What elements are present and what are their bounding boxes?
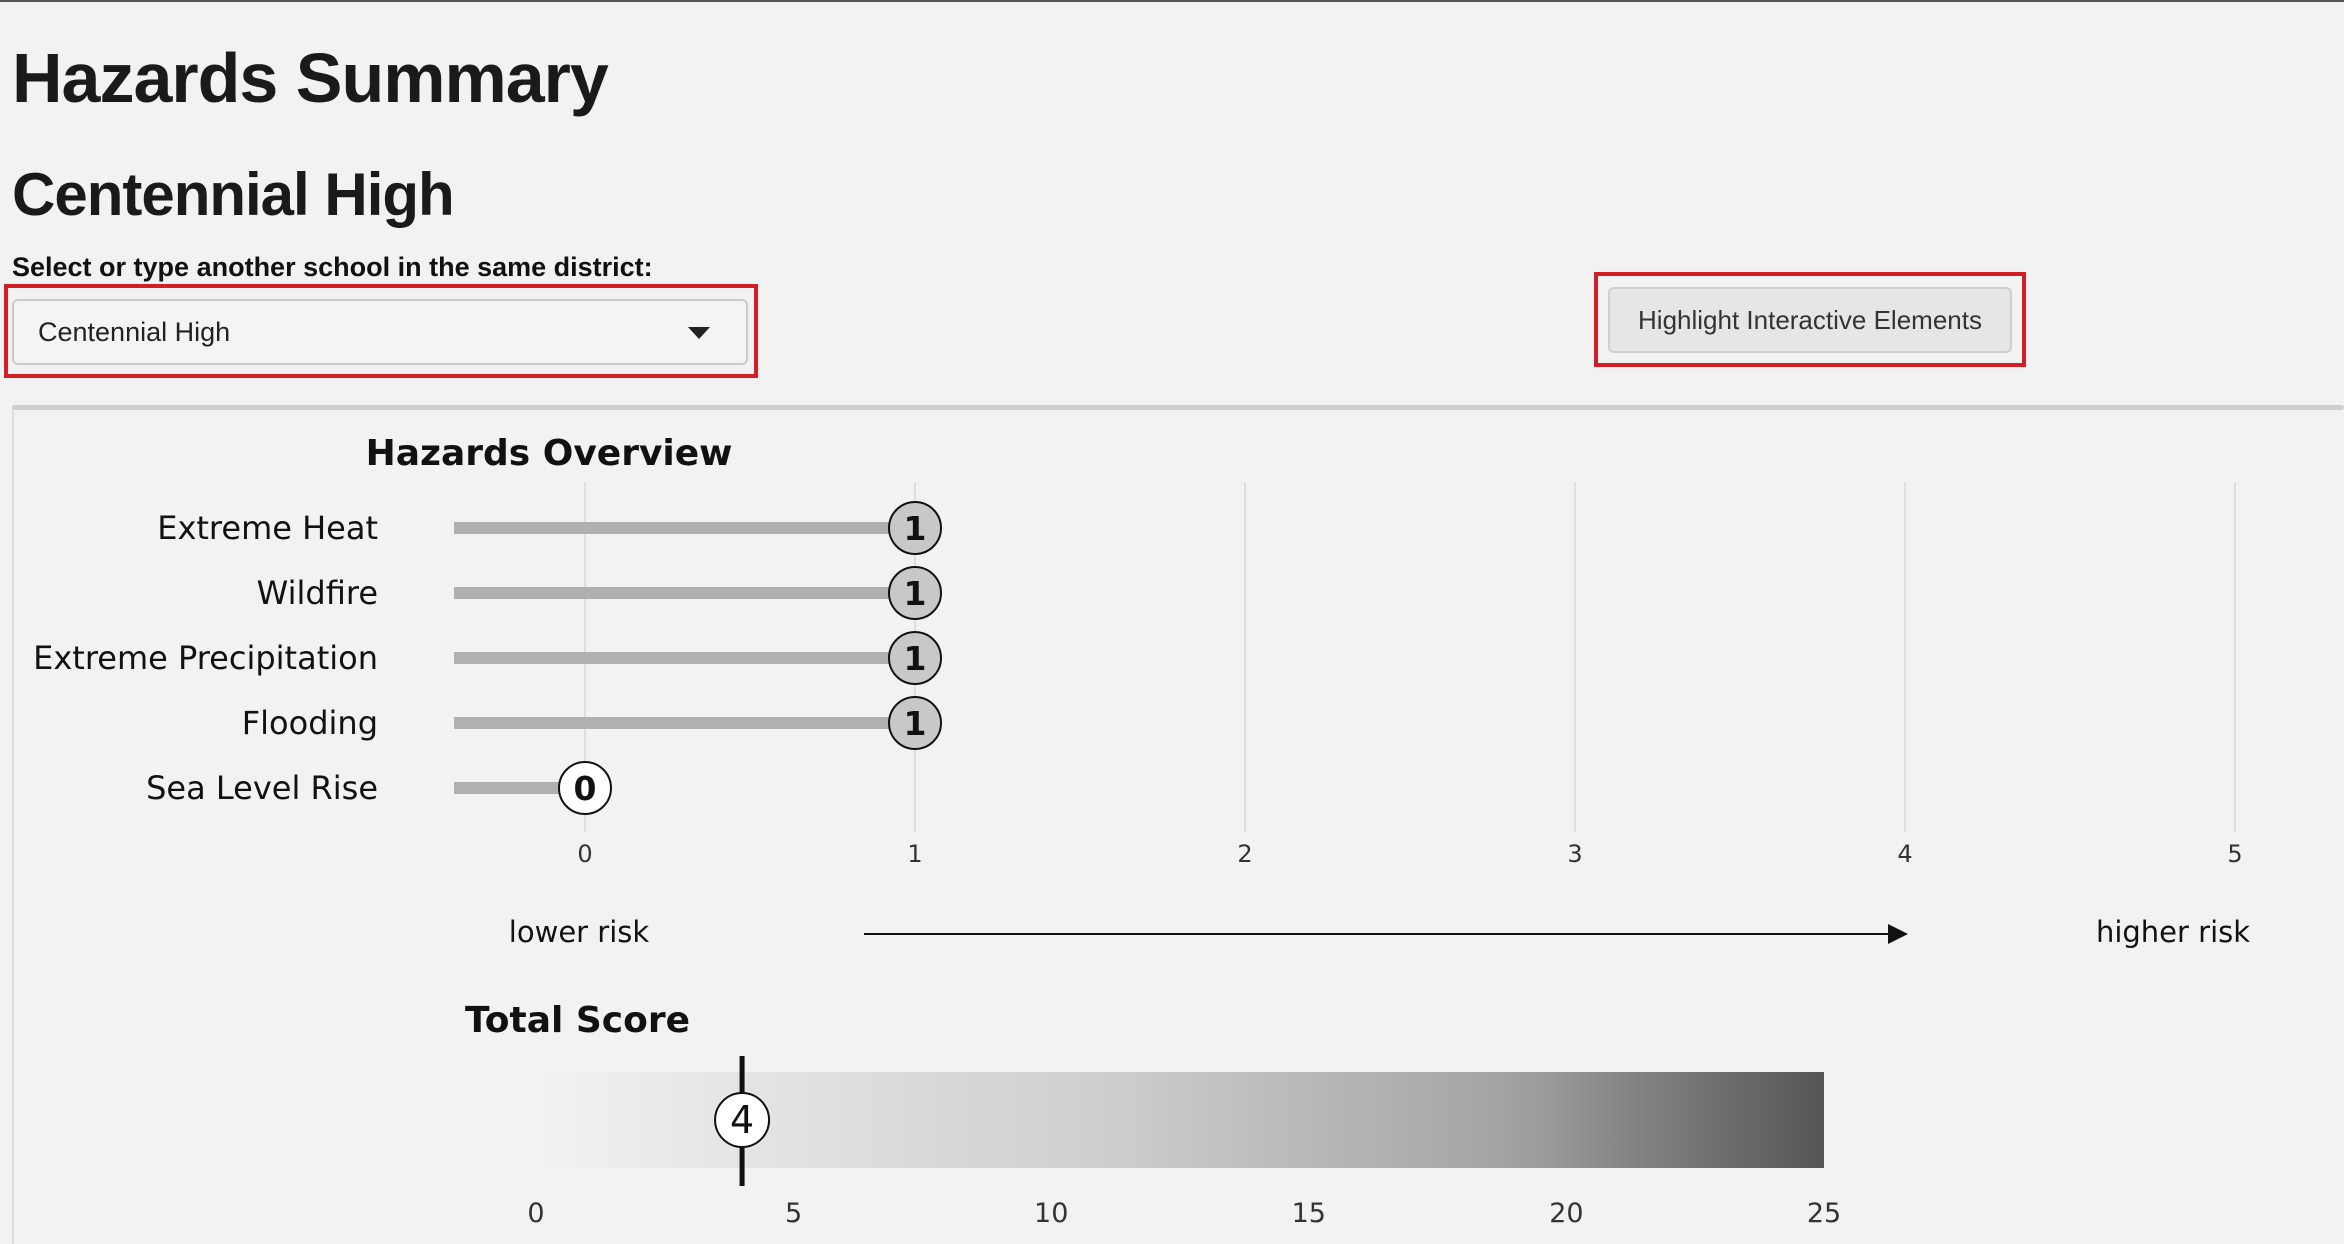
page-title: Hazards Summary [12,39,609,117]
arrow-right-icon [1888,924,1908,944]
hazard-score-label: 0 [574,769,597,808]
hazard-label: Flooding [242,704,378,742]
score-value-label: 4 [730,1098,754,1142]
chevron-down-icon [688,327,710,339]
score-tick-label: 15 [1292,1198,1326,1229]
hazard-score-marker [888,631,942,685]
x-tick-label: 4 [1897,840,1912,868]
higher-risk-label: higher risk [2096,915,2250,949]
hazard-score-label: 1 [904,639,927,678]
x-tick-label: 1 [907,840,922,868]
lower-risk-label: lower risk [509,915,650,949]
total-score-chart: Total Score 4 0 5 10 15 20 25 [465,1000,1841,1229]
hazard-score-label: 1 [904,509,927,548]
panel-border [12,410,14,1244]
x-tick-label: 0 [577,840,592,868]
score-tick-label: 0 [527,1198,544,1229]
school-select-label: Select or type another school in the sam… [12,252,653,282]
x-tick-label: 3 [1567,840,1582,868]
hazard-label: Sea Level Rise [146,769,378,807]
hazard-score-label: 1 [904,574,927,613]
section-divider [12,405,2344,410]
hazard-score-marker [888,696,942,750]
interactive-highlight-frame [1594,272,2026,367]
school-select-dropdown[interactable]: Centennial High [12,299,748,365]
hazard-score-marker [888,566,942,620]
top-border [0,0,2344,2]
highlight-interactive-elements-button[interactable]: Highlight Interactive Elements [1608,287,2012,353]
score-marker [714,1092,771,1148]
hazard-score-marker [888,501,942,555]
interactive-highlight-frame [4,284,758,378]
hazard-score-marker [558,761,612,815]
x-tick-label: 5 [2227,840,2242,868]
hazard-label: Wildfire [257,574,378,612]
hazard-label: Extreme Heat [157,509,378,547]
school-title: Centennial High [12,161,455,228]
total-score-title: Total Score [465,1000,690,1041]
hazards-overview-chart: Hazards Overview 0 1 2 3 4 5 Extreme Heat 1 Wildf… [33,433,2250,949]
hazard-label: Extreme Precipitation [33,639,378,677]
x-tick-label: 2 [1237,840,1252,868]
score-tick-label: 10 [1034,1198,1068,1229]
hazards-overview-title: Hazards Overview [366,433,733,474]
hazard-score-label: 1 [904,704,927,743]
score-tick-label: 20 [1549,1198,1583,1229]
score-tick-label: 25 [1807,1198,1841,1229]
score-tick-label: 5 [785,1198,802,1229]
school-select-value: Centennial High [38,316,231,347]
